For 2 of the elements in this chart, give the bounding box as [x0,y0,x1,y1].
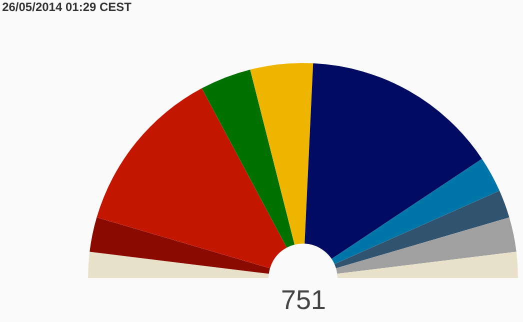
text: 751 [281,285,326,315]
chart-title: 26/05/2014 01:29 CEST [2,0,132,14]
